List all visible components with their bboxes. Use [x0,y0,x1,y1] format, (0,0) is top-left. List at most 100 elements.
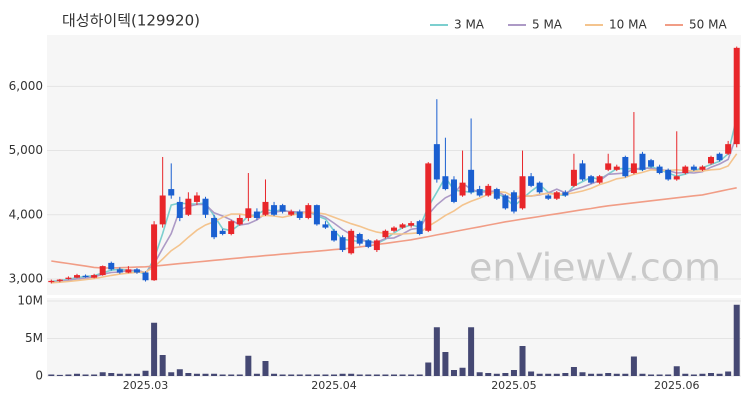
watermark: enViewV.com [469,246,721,290]
candle-body [622,156,629,177]
volume-bar [356,374,363,376]
volume-bar [708,373,715,376]
volume-bar [613,373,620,376]
candle-body [699,166,706,170]
volume-bar [151,322,158,376]
volume-bar [570,367,577,376]
volume-bar [91,374,98,376]
volume-bar [99,372,106,376]
volume-bar [433,327,440,376]
candle-body [588,176,595,183]
candle-body [185,198,192,215]
volume-bar [528,371,535,376]
candle-body [108,262,115,270]
volume-bar [639,373,646,376]
volume-bar [348,373,355,376]
candle-body [553,192,560,199]
ma-line [51,187,737,269]
volume-bar [391,374,397,376]
volume-bar [519,346,526,376]
volume-bar [673,366,680,376]
volume-bar [450,370,457,376]
candle-body [142,272,149,281]
volume-bar [262,361,269,376]
volume-bar [485,373,492,376]
volume-bar [236,374,243,376]
candle-body [99,266,106,276]
candle-body [125,269,132,273]
volume-bar [716,373,723,376]
volume-bar [605,373,612,376]
candle-body [382,230,389,238]
candle-body [450,179,457,202]
volume-bar [159,355,166,376]
candle-body [331,230,338,241]
x-tick-label: 2025.06 [654,379,700,392]
candle-body [519,176,526,209]
volume-bar [468,327,475,376]
legend-label: 5 MA [532,18,563,32]
candle-body [253,211,260,218]
candle-body [219,230,226,235]
chart-title: 대성하이텍(129920) [62,12,200,30]
candle-body [373,240,380,251]
volume-bar [125,373,132,376]
candle-body [159,195,166,225]
volume-bar [596,373,603,376]
volume-bar [116,373,123,376]
volume-bar [442,352,449,376]
candle-body [399,224,406,228]
candle-body [236,217,243,225]
candle-body [305,205,312,218]
volume-bar [202,373,209,376]
candle-body [339,237,346,251]
volume-bar [48,374,55,376]
volume-bar [425,362,432,376]
volume-bar [253,373,260,376]
volume-bar [476,372,483,376]
candle-body [476,189,483,196]
candle-body [151,224,158,281]
volume-bar [288,374,295,376]
volume-bar [545,373,552,376]
candle-body [245,208,252,218]
candle-body [596,176,603,183]
candle-body [648,160,655,167]
volume-bar [510,370,517,376]
volume-bar [142,370,149,376]
candle-body [656,166,663,174]
volume-bar [211,373,218,376]
candle-body [459,182,466,196]
volume-bar [168,372,175,376]
candle-body [468,169,475,193]
candle-body [82,275,89,278]
candle-body [211,217,218,238]
candle-body [416,221,423,235]
volume-bar [322,374,329,376]
candle-body [262,201,269,215]
volume-bar [305,374,312,376]
candle-body [485,185,492,196]
volume-bar [536,373,543,376]
volume-bar [331,374,338,376]
volume-bar [648,374,655,376]
candle-body [502,195,509,209]
volume-bar [382,374,389,376]
candle-body [73,275,80,278]
candle-body [673,176,680,180]
volume-bar [65,374,72,376]
volume-bar [73,373,80,376]
candle-body [356,234,363,244]
candle-body [279,205,286,212]
volume-bar [622,373,629,376]
candle-body [510,192,517,212]
volume-bar [219,374,226,376]
candle-body [536,182,543,193]
candle-body [725,144,732,154]
candle-body [116,269,123,273]
x-tick-label: 2025.04 [311,379,357,392]
volume-bar [459,367,466,376]
candle-body [570,169,577,186]
candle-body [168,189,175,196]
y-tick-label: 10M [17,294,43,308]
